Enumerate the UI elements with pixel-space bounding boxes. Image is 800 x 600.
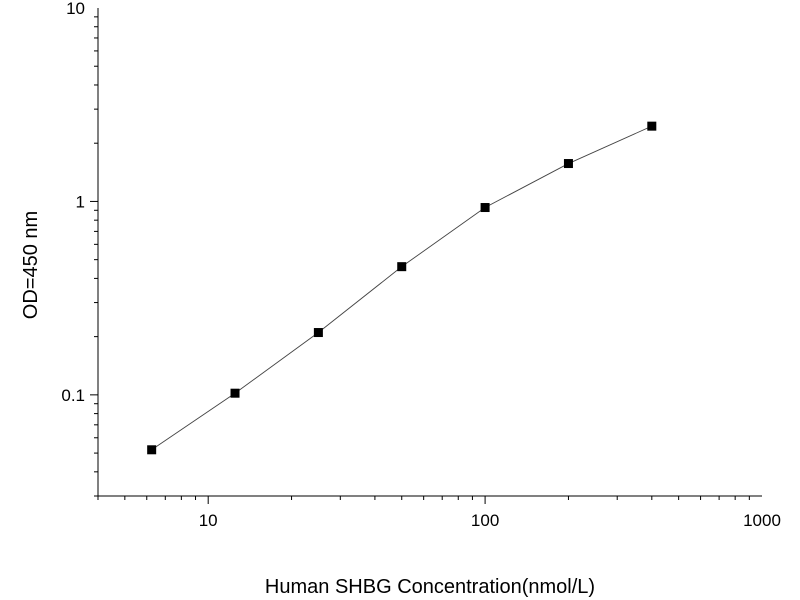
data-point xyxy=(563,159,573,169)
data-point xyxy=(313,328,323,338)
x-tick-label: 1000 xyxy=(743,511,781,530)
data-point xyxy=(147,445,157,455)
x-tick-label: 100 xyxy=(471,511,499,530)
data-point xyxy=(647,121,657,131)
data-series xyxy=(147,121,657,455)
data-point xyxy=(480,203,490,213)
y-axis-label: OD=450 nm xyxy=(20,211,42,319)
y-tick-label: 10 xyxy=(66,0,85,18)
y-tick-label: 0.1 xyxy=(61,386,85,405)
y-tick-label: 1 xyxy=(76,192,85,211)
x-axis-ticks: 10 100 1000 xyxy=(97,496,781,530)
series-line xyxy=(151,125,652,451)
x-axis-label: Human SHBG Concentration(nmol/L) xyxy=(265,576,595,598)
y-axis-ticks: 0.1 1 10 xyxy=(61,0,98,497)
data-point xyxy=(397,262,407,272)
plot-frame xyxy=(97,8,762,497)
x-tick-label: 10 xyxy=(199,511,218,530)
data-point xyxy=(230,388,240,398)
